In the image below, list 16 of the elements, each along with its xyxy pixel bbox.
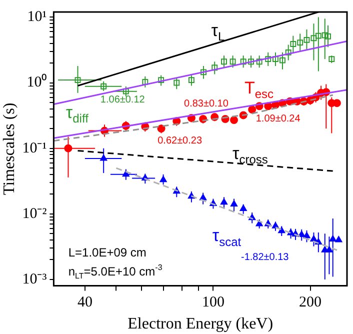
y-tick-label: 10⁰ <box>26 74 47 91</box>
x-tick-label: 100 <box>202 294 224 311</box>
x-tick-label: 200 <box>299 294 322 311</box>
x-axis-title: Electron Energy (keV) <box>128 316 274 333</box>
annotation: 1.09±0.24 <box>256 114 301 125</box>
x-tick-label: 40 <box>77 294 92 311</box>
annotation: 0.83±0.10 <box>184 98 229 110</box>
y-tick-label: 10⁻² <box>22 206 48 222</box>
annotation: 0.62±0.23 <box>158 135 202 146</box>
annotation: 1.06±0.12 <box>100 94 146 106</box>
y-axis-title: Timescales (s) <box>0 102 18 196</box>
annotation: L=1.0E+09 cm <box>68 245 146 260</box>
y-tick-label: 10⁻³ <box>22 271 48 288</box>
y-tick-label: 10⁻¹ <box>22 140 47 156</box>
y-tick-label: 10¹ <box>27 9 47 26</box>
annotation: -1.82±0.13 <box>241 252 290 263</box>
